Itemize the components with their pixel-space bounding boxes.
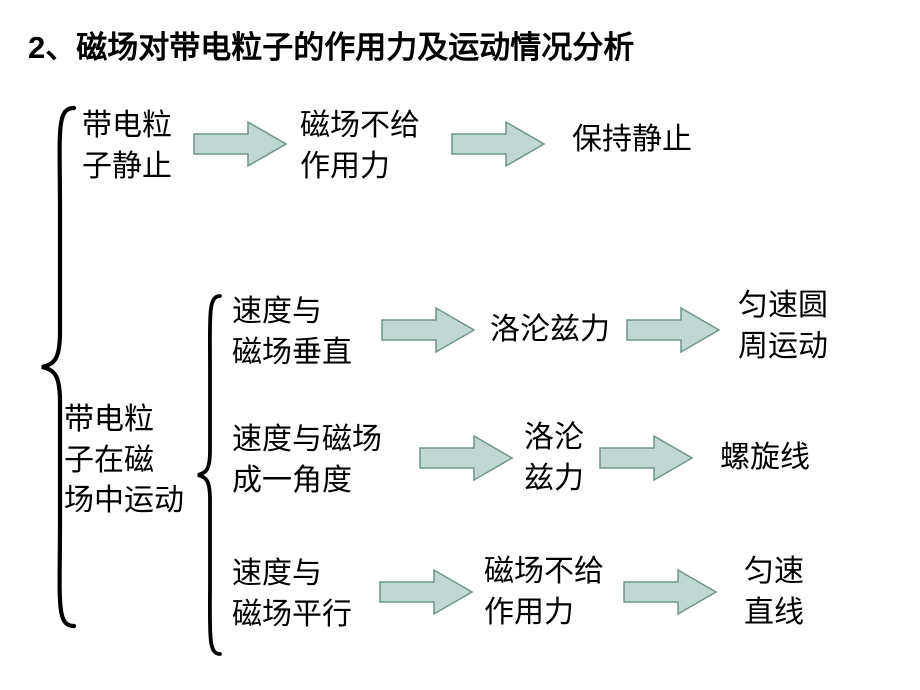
page-title: 2、磁场对带电粒子的作用力及运动情况分析: [28, 22, 634, 67]
node-moving-particle: 带电粒 子在磁 场中运动: [64, 400, 184, 522]
arrow-icon: [378, 566, 474, 618]
node-lorentz-1: 洛沦兹力: [490, 310, 610, 351]
node-static-particle: 带电粒 子静止: [82, 106, 172, 187]
arrow-icon: [622, 566, 718, 618]
node-stay-static: 保持静止: [572, 120, 692, 161]
arrow-icon: [625, 304, 721, 356]
arrow-icon: [450, 118, 546, 170]
node-v-angle: 速度与磁场 成一角度: [232, 420, 382, 501]
brace-small: [192, 290, 226, 660]
node-v-perpendicular: 速度与 磁场垂直: [232, 292, 352, 373]
arrow-icon: [380, 304, 476, 356]
arrow-icon: [418, 432, 514, 484]
node-lorentz-2: 洛沦 兹力: [524, 418, 584, 499]
page-root: 2、磁场对带电粒子的作用力及运动情况分析 带电粒 子静止 磁场不给 作用力 保持…: [0, 0, 920, 690]
node-no-force-2: 磁场不给 作用力: [484, 552, 604, 633]
arrow-icon: [598, 432, 694, 484]
node-helix: 螺旋线: [720, 438, 810, 479]
node-v-parallel: 速度与 磁场平行: [232, 554, 352, 635]
brace-large: [36, 102, 80, 632]
arrow-icon: [192, 118, 288, 170]
node-uniform-line: 匀速 直线: [744, 552, 804, 633]
node-circular-motion: 匀速圆 周运动: [738, 286, 828, 367]
node-no-force-1: 磁场不给 作用力: [300, 106, 420, 187]
